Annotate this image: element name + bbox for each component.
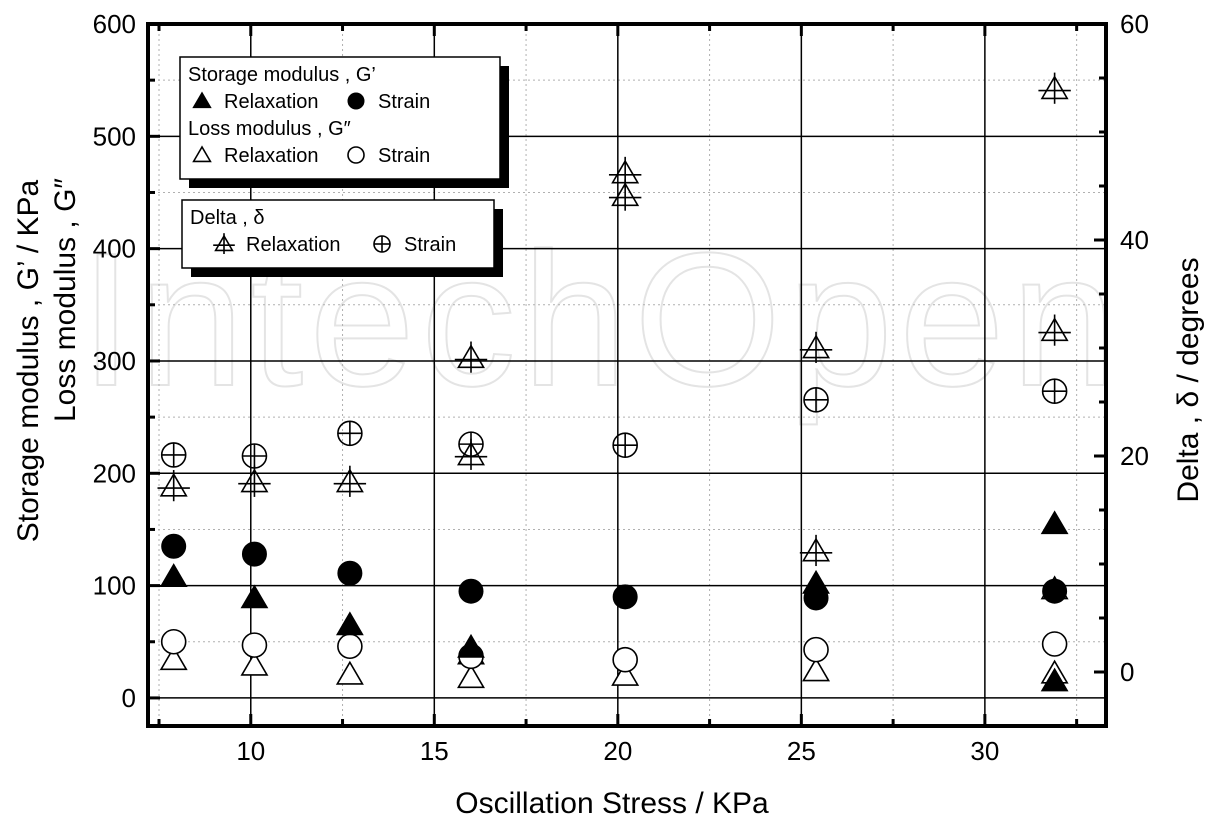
data-point xyxy=(459,432,483,456)
data-point xyxy=(1038,73,1070,104)
data-point xyxy=(459,579,483,603)
data-point xyxy=(242,586,267,608)
legends: Storage modulus , G’ Relaxation Strain Loss… xyxy=(180,57,509,277)
data-point xyxy=(242,542,266,566)
y-axis-left-label-2: Loss modulus , G″ xyxy=(49,178,82,422)
legend-item-label: Relaxation xyxy=(246,234,341,256)
data-point xyxy=(162,443,186,467)
data-point xyxy=(804,388,828,412)
legend-box: Storage modulus , G’ Relaxation Strain Loss… xyxy=(180,57,509,188)
legend-item-label: Relaxation xyxy=(224,145,319,167)
data-point xyxy=(613,648,637,672)
x-tick-label: 30 xyxy=(970,736,999,766)
legend-header: Loss modulus , G″ xyxy=(188,118,351,140)
data-point xyxy=(242,633,266,657)
legend-header: Delta , δ xyxy=(190,207,265,229)
y-axis-left-label: Storage modulus , G’ / KPa xyxy=(12,179,45,542)
y-right-tick-label: 20 xyxy=(1120,441,1149,471)
legend-item-label: Strain xyxy=(404,234,456,256)
data-point xyxy=(804,638,828,662)
legend-marker xyxy=(348,93,364,109)
data-point xyxy=(1042,512,1067,534)
y-left-tick-label: 300 xyxy=(93,346,136,376)
y-left-tick-label: 200 xyxy=(93,458,136,488)
data-point xyxy=(1043,379,1067,403)
data-point xyxy=(804,586,828,610)
data-point xyxy=(458,635,483,657)
y-left-tick-label: 100 xyxy=(93,571,136,601)
data-point xyxy=(242,444,266,468)
data-point xyxy=(157,470,189,501)
data-point xyxy=(334,466,366,497)
x-tick-label: 15 xyxy=(420,736,449,766)
legend-item-label: Strain xyxy=(378,91,430,113)
legend-box: Delta , δ Relaxation Strain xyxy=(182,200,503,277)
y-axis-right-label: Delta , δ / degrees xyxy=(1172,257,1205,502)
data-point xyxy=(337,613,362,635)
legend-item-label: Strain xyxy=(378,145,430,167)
data-point xyxy=(1043,579,1067,603)
x-tick-label: 10 xyxy=(236,736,265,766)
x-axis-label: Oscillation Stress / KPa xyxy=(455,787,769,820)
data-point xyxy=(338,561,362,585)
y-right-tick-label: 40 xyxy=(1120,225,1149,255)
y-left-tick-label: 0 xyxy=(122,683,136,713)
data-point xyxy=(1043,632,1067,656)
data-point xyxy=(161,565,186,587)
data-point xyxy=(337,662,362,684)
data-point xyxy=(338,421,362,445)
data-point xyxy=(338,634,362,658)
data-point xyxy=(162,630,186,654)
data-point xyxy=(238,466,270,497)
y-left-tick-label: 400 xyxy=(93,234,136,264)
y-left-tick-label: 500 xyxy=(93,121,136,151)
data-point xyxy=(613,433,637,457)
x-tick-label: 20 xyxy=(603,736,632,766)
y-right-tick-label: 60 xyxy=(1120,9,1149,39)
y-right-tick-label: 0 xyxy=(1120,657,1134,687)
legend-marker xyxy=(374,236,390,252)
x-tick-label: 25 xyxy=(787,736,816,766)
legend-marker xyxy=(348,147,364,163)
legend-item-label: Relaxation xyxy=(224,91,319,113)
legend-header: Storage modulus , G’ xyxy=(188,64,376,86)
data-point xyxy=(162,534,186,558)
data-point xyxy=(613,585,637,609)
data-point xyxy=(609,157,641,188)
y-left-tick-label: 600 xyxy=(93,9,136,39)
data-point xyxy=(800,535,832,566)
